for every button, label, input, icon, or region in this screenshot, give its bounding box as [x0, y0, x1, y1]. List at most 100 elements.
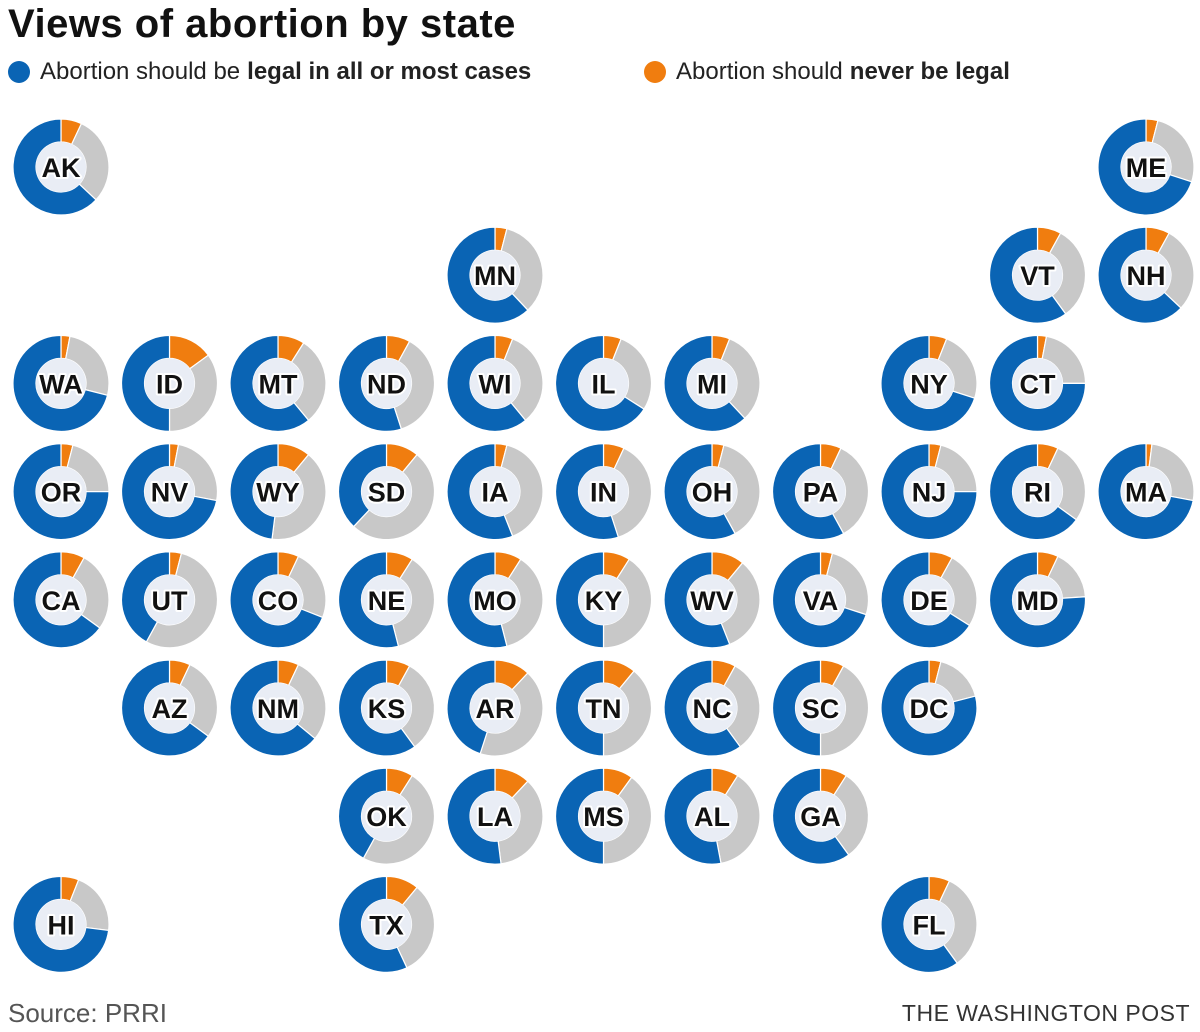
- ms-label: MS: [583, 802, 624, 832]
- nc-center: [687, 683, 737, 733]
- chart-title: Views of abortion by state: [8, 2, 516, 46]
- ga-center: [795, 791, 846, 842]
- state-donut-il: IL: [554, 334, 653, 432]
- ri-label: RI: [1024, 478, 1051, 508]
- publisher-credit: THE WASHINGTON POST: [901, 1000, 1190, 1026]
- sc-label: SC: [802, 694, 840, 724]
- ky-label: KY: [585, 586, 623, 616]
- state-donut-mi: MI: [663, 334, 761, 432]
- wv-center: [687, 574, 737, 625]
- state-donut-mo: MO: [446, 551, 544, 649]
- mo-center: [470, 574, 520, 625]
- state-donut-oh: OH: [663, 442, 761, 541]
- dc-center: [904, 683, 954, 733]
- state-donut-ca: CA: [12, 551, 110, 649]
- mn-center: [470, 250, 520, 301]
- donut-tile-map: AK ME MN VT NH WA ID MT ND WI IL MI NY CT OR NV WY SD IA IN…: [12, 118, 1195, 973]
- co-center: [253, 574, 303, 625]
- state-donut-fl: FL: [880, 875, 978, 973]
- ia-label: IA: [482, 478, 509, 508]
- state-donut-nv: NV: [120, 442, 219, 541]
- state-donut-in: IN: [554, 442, 653, 541]
- mo-label: MO: [473, 586, 517, 616]
- state-donut-id: ID: [120, 334, 219, 433]
- state-donut-vt: VT: [988, 226, 1087, 324]
- nm-center: [253, 683, 303, 733]
- state-donut-me: ME: [1097, 118, 1195, 216]
- id-label: ID: [156, 369, 183, 399]
- nh-center: [1121, 250, 1171, 301]
- state-donut-wa: WA: [12, 334, 110, 432]
- state-donut-nc: NC: [663, 659, 761, 757]
- wi-center: [470, 358, 520, 409]
- state-donut-nd: ND: [337, 334, 436, 432]
- il-center: [578, 358, 629, 409]
- state-donut-pa: PA: [771, 442, 870, 541]
- state-donut-ga: GA: [771, 767, 870, 865]
- al-label: AL: [694, 802, 730, 832]
- mi-center: [687, 358, 737, 409]
- or-center: [36, 466, 86, 517]
- ok-label: OK: [366, 802, 407, 832]
- state-donut-ia: IA: [446, 442, 544, 541]
- sd-label: SD: [368, 478, 406, 508]
- md-center: [1012, 574, 1063, 625]
- oh-label: OH: [692, 478, 733, 508]
- nm-label: NM: [257, 694, 299, 724]
- or-label: OR: [41, 478, 82, 508]
- state-donut-sd: SD: [337, 442, 436, 541]
- state-donut-md: MD: [988, 551, 1087, 649]
- ca-center: [36, 574, 86, 625]
- oh-center: [687, 466, 737, 517]
- ga-label: GA: [800, 802, 841, 832]
- legend-legal-emphasis: legal in all or most cases: [247, 58, 532, 85]
- ky-center: [578, 574, 629, 625]
- legend-item-legal: Abortion should be legal in all or most …: [8, 58, 531, 86]
- state-donut-ar: AR: [446, 659, 544, 757]
- la-center: [470, 791, 520, 842]
- ks-center: [361, 683, 412, 733]
- ut-label: UT: [152, 586, 188, 616]
- az-label: AZ: [152, 694, 188, 724]
- state-donut-mt: MT: [229, 334, 327, 432]
- state-donut-co: CO: [229, 551, 327, 649]
- state-donut-ri: RI: [988, 442, 1087, 541]
- va-label: VA: [803, 586, 839, 616]
- state-donut-al: AL: [663, 767, 761, 865]
- mi-label: MI: [697, 369, 727, 399]
- wa-label: WA: [39, 369, 83, 399]
- ia-center: [470, 466, 520, 517]
- legend-never-emphasis: never be legal: [849, 58, 1010, 85]
- id-center: [144, 358, 195, 409]
- state-donut-ky: KY: [554, 551, 653, 649]
- state-donut-ne: NE: [337, 551, 436, 649]
- la-label: LA: [477, 802, 513, 832]
- ok-center: [361, 791, 412, 842]
- de-center: [904, 574, 954, 625]
- ks-label: KS: [368, 694, 406, 724]
- tx-center: [361, 899, 412, 950]
- state-donut-hi: HI: [12, 875, 110, 973]
- co-label: CO: [258, 586, 299, 616]
- wy-center: [253, 466, 303, 517]
- source-note: Source: PRRI: [8, 998, 167, 1028]
- legend-item-never: Abortion should never be legal: [644, 58, 1010, 86]
- hi-center: [36, 899, 86, 950]
- state-donut-va: VA: [771, 551, 870, 649]
- fl-label: FL: [913, 910, 946, 940]
- al-center: [687, 791, 737, 842]
- ms-center: [578, 791, 629, 842]
- state-donut-wv: WV: [663, 551, 761, 649]
- ar-center: [470, 683, 520, 733]
- state-donut-ok: OK: [337, 767, 436, 865]
- nc-label: NC: [693, 694, 732, 724]
- state-donut-or: OR: [12, 442, 110, 541]
- ct-label: CT: [1020, 369, 1056, 399]
- ny-center: [904, 358, 954, 409]
- tx-label: TX: [369, 910, 404, 940]
- ny-label: NY: [910, 369, 948, 399]
- state-donut-ut: UT: [120, 551, 219, 649]
- nh-label: NH: [1127, 261, 1166, 291]
- wi-label: WI: [479, 369, 512, 399]
- state-donut-nh: NH: [1097, 226, 1195, 324]
